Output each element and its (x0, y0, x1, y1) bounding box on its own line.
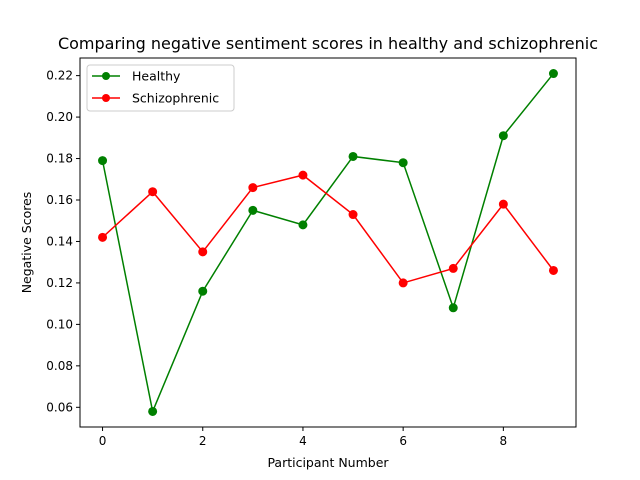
legend-entries: Healthy Schizophrenic (92, 69, 219, 106)
data-point-healthy (248, 205, 258, 215)
legend-marker-schizophrenic (102, 94, 110, 102)
legend-marker-healthy (102, 72, 110, 80)
series-line-healthy (101, 73, 555, 415)
data-point-healthy (448, 303, 458, 313)
data-point-schizophrenic (148, 187, 158, 197)
axis-ticks: 0 2 4 6 8 0.06 0.08 0.10 0.12 0.14 0.16 0.18 0.20 0.2… (46, 69, 507, 448)
y-tick-label: 0.06 (46, 400, 73, 414)
x-tick-label: 2 (199, 434, 207, 448)
legend-box (86, 64, 235, 112)
x-tick-label: 8 (500, 434, 508, 448)
x-axis-label: Participant Number (267, 455, 389, 470)
data-point-healthy (198, 286, 208, 296)
series-schizophrenic (98, 170, 558, 288)
y-tick-label: 0.08 (46, 359, 73, 373)
data-point-schizophrenic (98, 232, 108, 242)
legend: Healthy Schizophrenic (86, 64, 235, 112)
data-point-schizophrenic (548, 265, 558, 275)
series-healthy (98, 69, 558, 416)
y-tick-label: 0.20 (46, 110, 73, 124)
x-tick-label: 6 (399, 434, 407, 448)
data-point-schizophrenic (398, 278, 408, 288)
y-tick-label: 0.18 (46, 152, 73, 166)
y-tick-label: 0.22 (46, 69, 73, 83)
y-tick-label: 0.12 (46, 276, 73, 290)
x-tick-label: 4 (299, 434, 307, 448)
data-point-healthy (148, 406, 158, 416)
plot-area (80, 58, 576, 427)
data-point-healthy (98, 156, 108, 166)
y-tick-label: 0.16 (46, 193, 73, 207)
data-point-healthy (498, 131, 508, 141)
plot-frame (79, 57, 577, 428)
data-point-schizophrenic (348, 210, 358, 220)
legend-label-healthy: Healthy (132, 69, 181, 84)
legend-label-schizophrenic: Schizophrenic (132, 91, 219, 106)
y-tick-label: 0.14 (46, 234, 73, 248)
data-point-healthy (348, 151, 358, 161)
data-point-healthy (298, 220, 308, 230)
series-layer (98, 69, 558, 416)
data-point-schizophrenic (248, 183, 258, 193)
data-point-schizophrenic (498, 199, 508, 209)
data-point-schizophrenic (198, 247, 208, 257)
y-axis-label: Negative Scores (19, 192, 34, 294)
chart-title: Comparing negative sentiment scores in h… (58, 34, 598, 53)
data-point-schizophrenic (448, 263, 458, 273)
series-line-schizophrenic (102, 174, 555, 284)
data-point-healthy (398, 158, 408, 168)
data-point-healthy (548, 69, 558, 79)
y-tick-label: 0.10 (46, 317, 73, 331)
x-tick-label: 0 (99, 434, 107, 448)
data-point-schizophrenic (298, 170, 308, 180)
